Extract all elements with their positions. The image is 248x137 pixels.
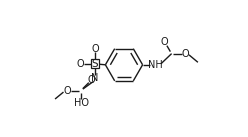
Text: O: O <box>182 49 189 59</box>
Text: O: O <box>77 59 84 69</box>
Text: O: O <box>63 86 71 96</box>
Text: O: O <box>161 37 168 47</box>
Text: NH: NH <box>148 60 163 70</box>
Text: N: N <box>91 73 99 83</box>
Text: O: O <box>88 75 95 85</box>
Text: S: S <box>92 59 98 69</box>
Text: HO: HO <box>74 98 89 108</box>
Text: O: O <box>91 44 99 54</box>
